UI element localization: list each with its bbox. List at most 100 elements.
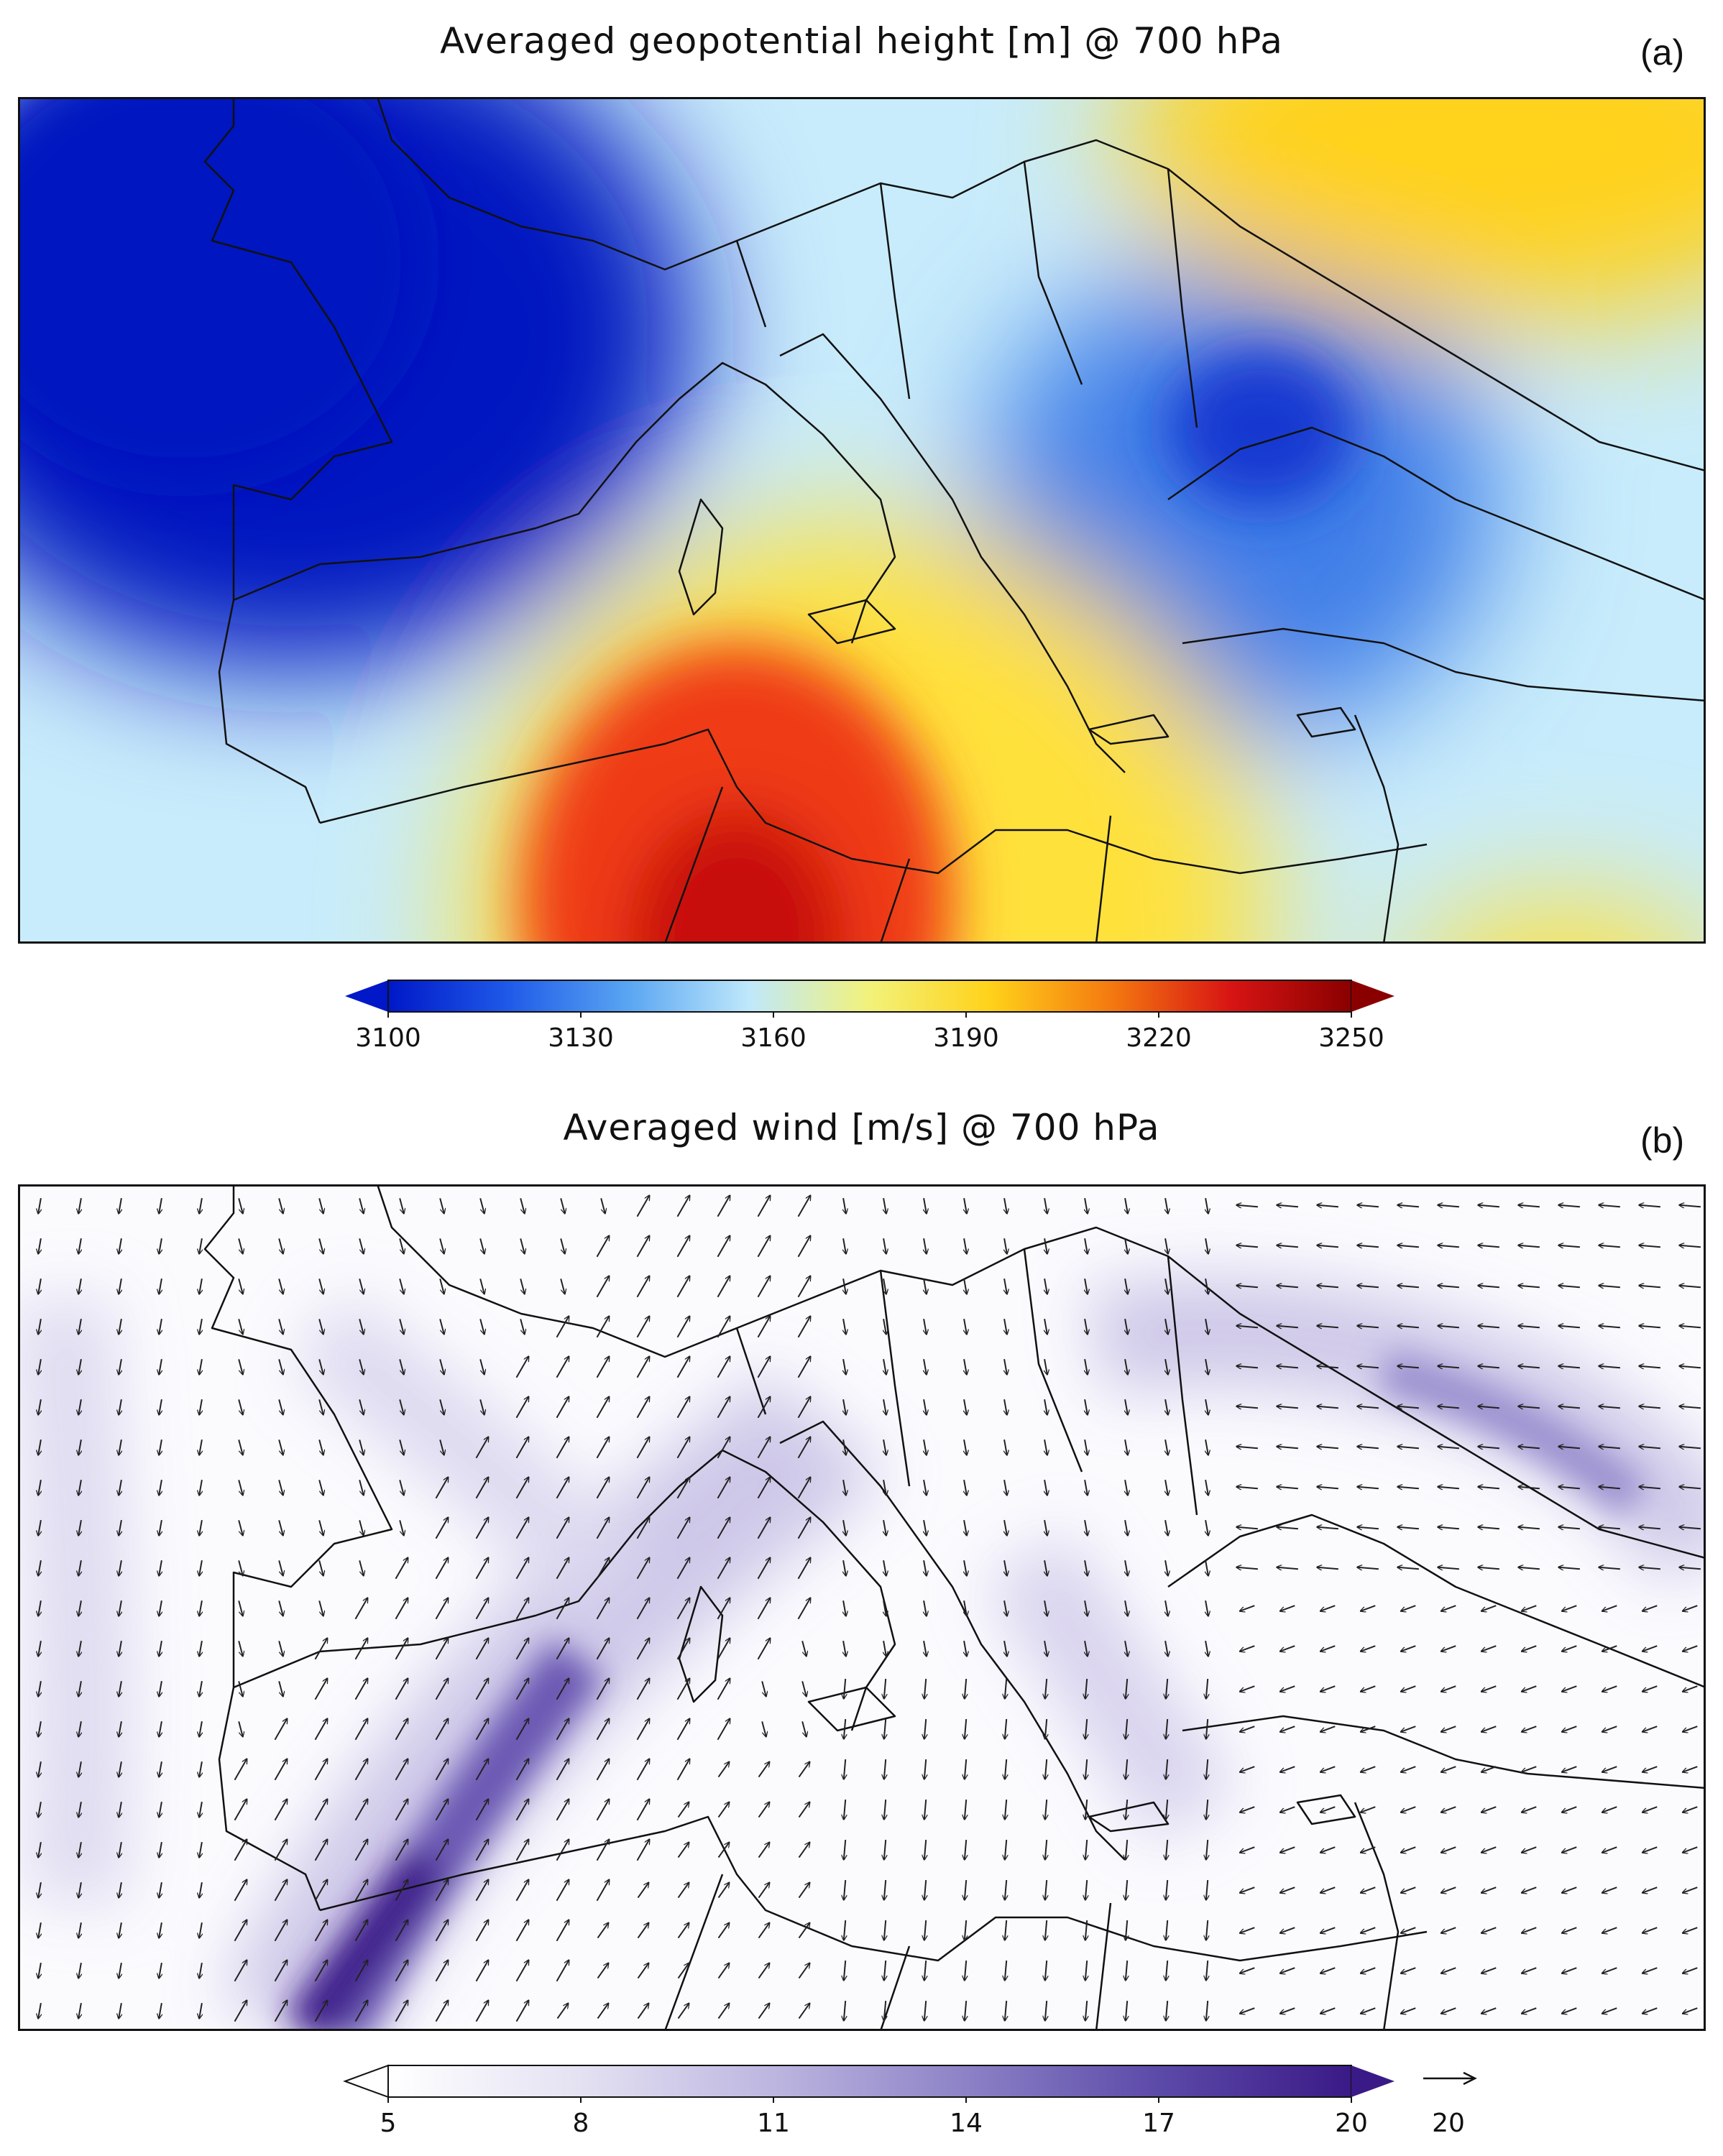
wind-vector xyxy=(1044,1600,1047,1616)
wind-vector xyxy=(556,1598,569,1620)
wind-vector xyxy=(1085,1238,1088,1254)
panel-b-label: (b) xyxy=(1640,1120,1685,1161)
wind-vector xyxy=(354,1799,368,1821)
wind-vector xyxy=(1397,1326,1419,1328)
wind-vector xyxy=(314,1759,328,1781)
wind-vector xyxy=(1280,1685,1295,1692)
wind-vector xyxy=(354,1759,368,1781)
wind-vector xyxy=(1165,1439,1168,1455)
wind-vector xyxy=(1085,1880,1087,1900)
wind-vector xyxy=(1044,1480,1047,1496)
wind-vector xyxy=(38,1641,41,1657)
wind-vector xyxy=(717,1276,730,1298)
wind-vector xyxy=(234,1839,247,1861)
wind-vector xyxy=(1240,1726,1255,1732)
wind-vector xyxy=(717,1802,730,1818)
wind-vector xyxy=(314,2000,328,2022)
wind-vector xyxy=(1280,1766,1295,1772)
wind-vector xyxy=(435,1718,449,1741)
wind-vector xyxy=(38,1480,41,1496)
wind-vector xyxy=(1599,1205,1620,1207)
wind-vector xyxy=(1320,1766,1336,1772)
wind-vector xyxy=(1478,1487,1499,1489)
wind-vector xyxy=(1206,1800,1208,1820)
low-pressure-west-core xyxy=(18,97,421,478)
wind-vector xyxy=(359,1279,364,1294)
wind-vector xyxy=(797,1235,811,1258)
wind-vector xyxy=(1206,1759,1208,1779)
wind-vector xyxy=(1005,1880,1006,1900)
wind-vector xyxy=(1441,1967,1456,1973)
wind-vector xyxy=(318,1399,323,1414)
wind-vector xyxy=(1166,1800,1167,1820)
wind-vector xyxy=(234,2000,247,2022)
wind-vector xyxy=(159,1198,162,1214)
wind-vector xyxy=(676,1718,690,1741)
wind-vector xyxy=(1277,1527,1298,1529)
wind-vector xyxy=(1005,1961,1006,1981)
wind-vector xyxy=(1125,1319,1128,1335)
wind-vector xyxy=(676,1638,690,1660)
wind-vector xyxy=(1679,1567,1701,1570)
wind-vector xyxy=(354,1920,368,1942)
wind-vector xyxy=(435,1517,449,1539)
wind-vector xyxy=(677,2003,689,2019)
wind-vector xyxy=(1642,1846,1658,1853)
wind-vector xyxy=(1522,1886,1537,1893)
wind-vector xyxy=(119,1520,121,1536)
wind-vector xyxy=(556,1477,569,1499)
colorbar-tick-label: 3220 xyxy=(1126,1023,1192,1053)
wind-vector xyxy=(119,1439,121,1455)
wind-vector xyxy=(1280,1605,1295,1611)
wind-vector xyxy=(38,1842,41,1858)
wind-vector xyxy=(274,2000,288,2022)
wind-vector xyxy=(636,1195,650,1217)
wind-vector xyxy=(1240,1806,1255,1812)
wind-vector xyxy=(636,1839,650,1861)
wind-vector xyxy=(1165,1319,1168,1335)
wind-vector xyxy=(1085,1800,1087,1820)
wind-vector xyxy=(924,1279,927,1294)
wind-vector xyxy=(435,2000,449,2022)
wind-vector xyxy=(78,1802,81,1818)
wind-vector xyxy=(964,1399,967,1415)
wind-vector xyxy=(1558,1205,1580,1207)
wind-vector xyxy=(676,1396,690,1419)
wind-vector xyxy=(359,1439,364,1455)
wind-vector xyxy=(797,1517,811,1539)
wind-vector xyxy=(1642,1726,1658,1732)
wind-vector xyxy=(238,1600,243,1616)
ridge-core xyxy=(521,643,952,944)
wind-vector xyxy=(78,2003,81,2019)
wind-vector xyxy=(1602,1645,1617,1651)
wind-vector xyxy=(596,1598,610,1620)
wind-vector xyxy=(238,1480,243,1495)
wind-vector xyxy=(1478,1567,1499,1570)
wind-vector xyxy=(1045,1880,1047,1900)
wind-vector xyxy=(556,1839,569,1861)
wind-vector xyxy=(637,1963,649,1979)
wind-vector xyxy=(636,1316,650,1338)
wind-vector xyxy=(1165,1600,1168,1616)
wind-vector xyxy=(318,1238,323,1253)
wind-vector xyxy=(1085,1679,1087,1699)
wind-vector xyxy=(395,1920,408,1942)
wind-vector xyxy=(1085,1279,1088,1294)
wind-vector xyxy=(844,1961,845,1981)
wind-vector xyxy=(1441,1846,1456,1853)
wind-vector xyxy=(274,1839,288,1861)
wind-vector xyxy=(717,1557,730,1580)
wind-vector xyxy=(883,1520,886,1536)
wind-vector xyxy=(314,1718,328,1741)
wind-vector xyxy=(1126,1719,1127,1739)
wind-vector xyxy=(159,1721,162,1737)
wind-vector xyxy=(964,1319,967,1335)
wind-vector xyxy=(924,1840,926,1860)
wind-vector xyxy=(636,1396,650,1419)
wind-vector xyxy=(78,1319,81,1335)
wind-vector xyxy=(1085,1480,1088,1496)
wind-vector xyxy=(964,1359,967,1375)
wind-vector xyxy=(1397,1286,1419,1288)
ridge-northeast xyxy=(1118,97,1706,327)
wind-vector xyxy=(1478,1447,1499,1449)
